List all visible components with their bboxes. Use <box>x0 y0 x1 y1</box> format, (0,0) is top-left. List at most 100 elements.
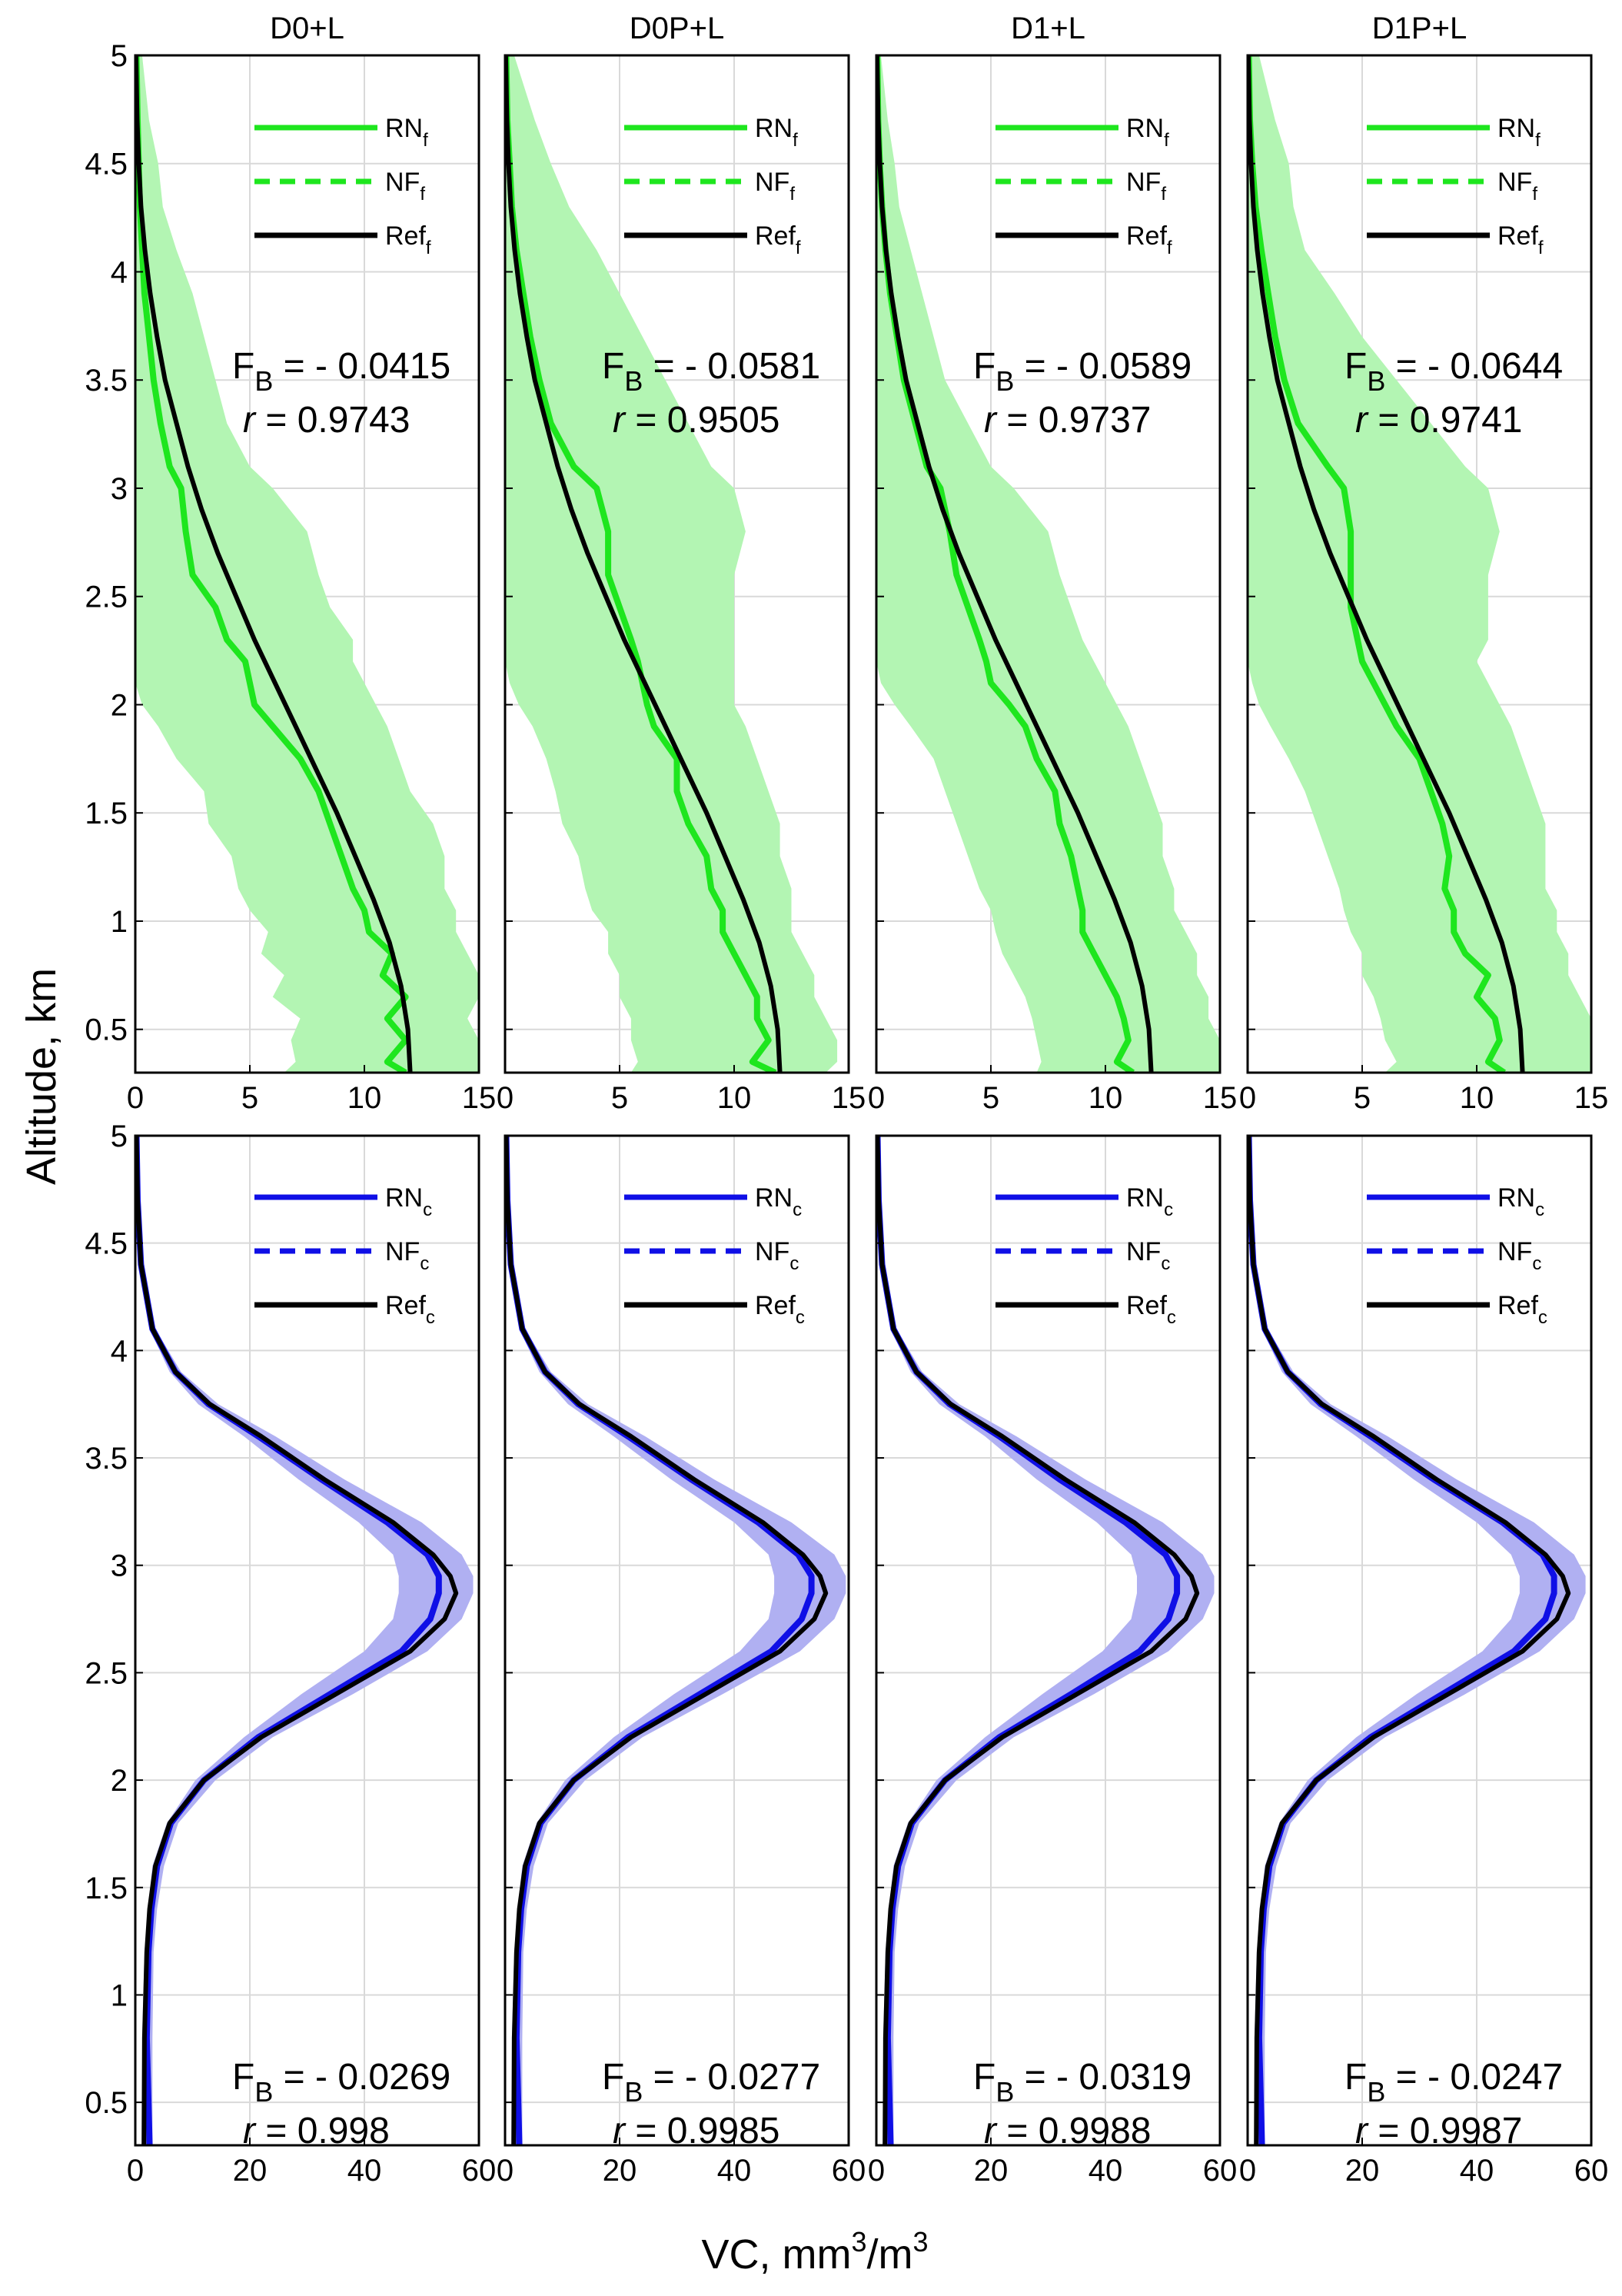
fb-value: = - 0.0269 <box>273 2057 450 2098</box>
r-annotation: r = 0.9743 <box>243 400 410 441</box>
x-tick-label: 15 <box>1574 1081 1609 1115</box>
x-axis-label-sup1: 3 <box>851 2226 866 2258</box>
fb-annotation: FB = - 0.0644 <box>1344 346 1563 397</box>
legend-label-base: Ref <box>1126 221 1167 251</box>
r-symbol: r <box>243 2111 257 2151</box>
x-tick-label: 5 <box>1354 1081 1371 1115</box>
r-annotation: r = 0.9985 <box>613 2111 780 2151</box>
panel-plot-area <box>876 1136 1215 2145</box>
reference-line <box>1248 1136 1571 2145</box>
legend-label-base: NF <box>755 168 789 197</box>
axes-frame <box>875 54 1221 1074</box>
legend-label: Refc <box>385 1291 435 1328</box>
y-tick-label: 2 <box>111 1764 128 1798</box>
fb-value: = - 0.0277 <box>643 2057 820 2098</box>
plot-grid: 0 5 10 150.511.522.533.544.55D0+LRNfNFfReff… <box>85 12 1608 2188</box>
fb-subscript: B <box>624 2076 643 2108</box>
fb-value: = - 0.0589 <box>1014 346 1192 387</box>
legend-label-subscript: f <box>423 130 428 151</box>
x-tick-label: 0 <box>868 2154 885 2188</box>
legend-label: Refc <box>1497 1291 1547 1328</box>
legend-label: RNf <box>1126 114 1169 151</box>
legend-label: NFc <box>1497 1237 1541 1274</box>
x-axis-label-mid: /m <box>867 2231 913 2278</box>
legend-label-base: Ref <box>1497 221 1538 251</box>
fb-subscript: B <box>995 2076 1014 2108</box>
fb-annotation: FB = - 0.0319 <box>973 2057 1192 2108</box>
r-symbol: r <box>613 400 627 441</box>
panel-plot-area <box>876 55 1220 1073</box>
x-tick-label: 0 <box>1239 2154 1256 2188</box>
panel-fine-1: 0 5 10 150.511.522.533.544.55D0+LRNfNFfReff… <box>85 12 496 1115</box>
r-annotation: r = 0.9737 <box>984 400 1152 441</box>
x-tick-label: 15 <box>462 1081 497 1115</box>
legend-label-subscript: c <box>1535 1200 1544 1220</box>
fb-annotation: FB = - 0.0269 <box>232 2057 450 2108</box>
axes-frame <box>1246 54 1593 1074</box>
fb-subscript: B <box>995 365 1014 397</box>
x-tick-label: 10 <box>1460 1081 1494 1115</box>
legend-label: Refc <box>1126 1291 1176 1328</box>
legend-label-subscript: f <box>1161 184 1166 205</box>
x-tick-label: 15 <box>832 1081 866 1115</box>
legend-label-base: RN <box>1126 114 1164 143</box>
r-symbol: r <box>1355 2111 1369 2151</box>
x-tick-label: 40 <box>1460 2154 1494 2188</box>
legend-label-subscript: c <box>1164 1200 1173 1220</box>
legend-label: NFf <box>385 168 425 205</box>
legend-label-base: NF <box>755 1237 789 1266</box>
legend-label: RNc <box>385 1183 432 1220</box>
x-tick-label: 20 <box>603 2154 637 2188</box>
fb-subscript: B <box>624 365 643 397</box>
panel-plot-area <box>135 55 479 1073</box>
retrieval-line <box>1248 55 1507 1073</box>
legend-label-subscript: f <box>1167 238 1172 258</box>
legend-label-base: RN <box>385 114 423 143</box>
x-tick-label: 60 <box>1203 2154 1238 2188</box>
fb-symbol: F <box>232 2057 254 2098</box>
y-tick-label: 1.5 <box>85 1872 128 1905</box>
x-tick-label: 10 <box>717 1081 752 1115</box>
legend-label: RNf <box>1497 114 1541 151</box>
legend-label-base: NF <box>1497 1237 1532 1266</box>
fb-subscript: B <box>254 2076 273 2108</box>
y-tick-label: 0.5 <box>85 1013 128 1047</box>
legend-label-base: RN <box>1497 114 1535 143</box>
r-value: = 0.998 <box>255 2111 390 2151</box>
reference-line <box>876 1136 1200 2145</box>
fb-annotation: FB = - 0.0581 <box>602 346 820 397</box>
legend-label: RNc <box>1126 1183 1173 1220</box>
legend-label: NFf <box>1126 168 1166 205</box>
axes-frame <box>134 1134 480 2147</box>
reference-line <box>876 55 1154 1073</box>
r-value: = 0.9505 <box>625 400 780 441</box>
axes-frame <box>504 54 850 1074</box>
x-tick-label: 5 <box>241 1081 258 1115</box>
x-tick-label: 60 <box>832 2154 866 2188</box>
r-value: = 0.9743 <box>255 400 410 441</box>
x-tick-label: 40 <box>1089 2154 1123 2188</box>
x-tick-label: 5 <box>611 1081 628 1115</box>
fb-value: = - 0.0319 <box>1014 2057 1192 2098</box>
fb-subscript: B <box>1367 2076 1385 2108</box>
uncertainty-band <box>1248 55 1591 1073</box>
legend-label-base: RN <box>1126 1183 1164 1213</box>
r-value: = 0.9987 <box>1368 2111 1523 2151</box>
legend-label-base: Ref <box>755 221 796 251</box>
legend-label: Reff <box>1497 221 1544 258</box>
x-tick-label: 20 <box>233 2154 268 2188</box>
y-tick-label: 1.5 <box>85 797 128 830</box>
legend-label-base: RN <box>755 1183 793 1213</box>
r-value: = 0.9737 <box>996 400 1152 441</box>
x-tick-label: 20 <box>1345 2154 1380 2188</box>
legend-label-base: Ref <box>755 1291 796 1320</box>
